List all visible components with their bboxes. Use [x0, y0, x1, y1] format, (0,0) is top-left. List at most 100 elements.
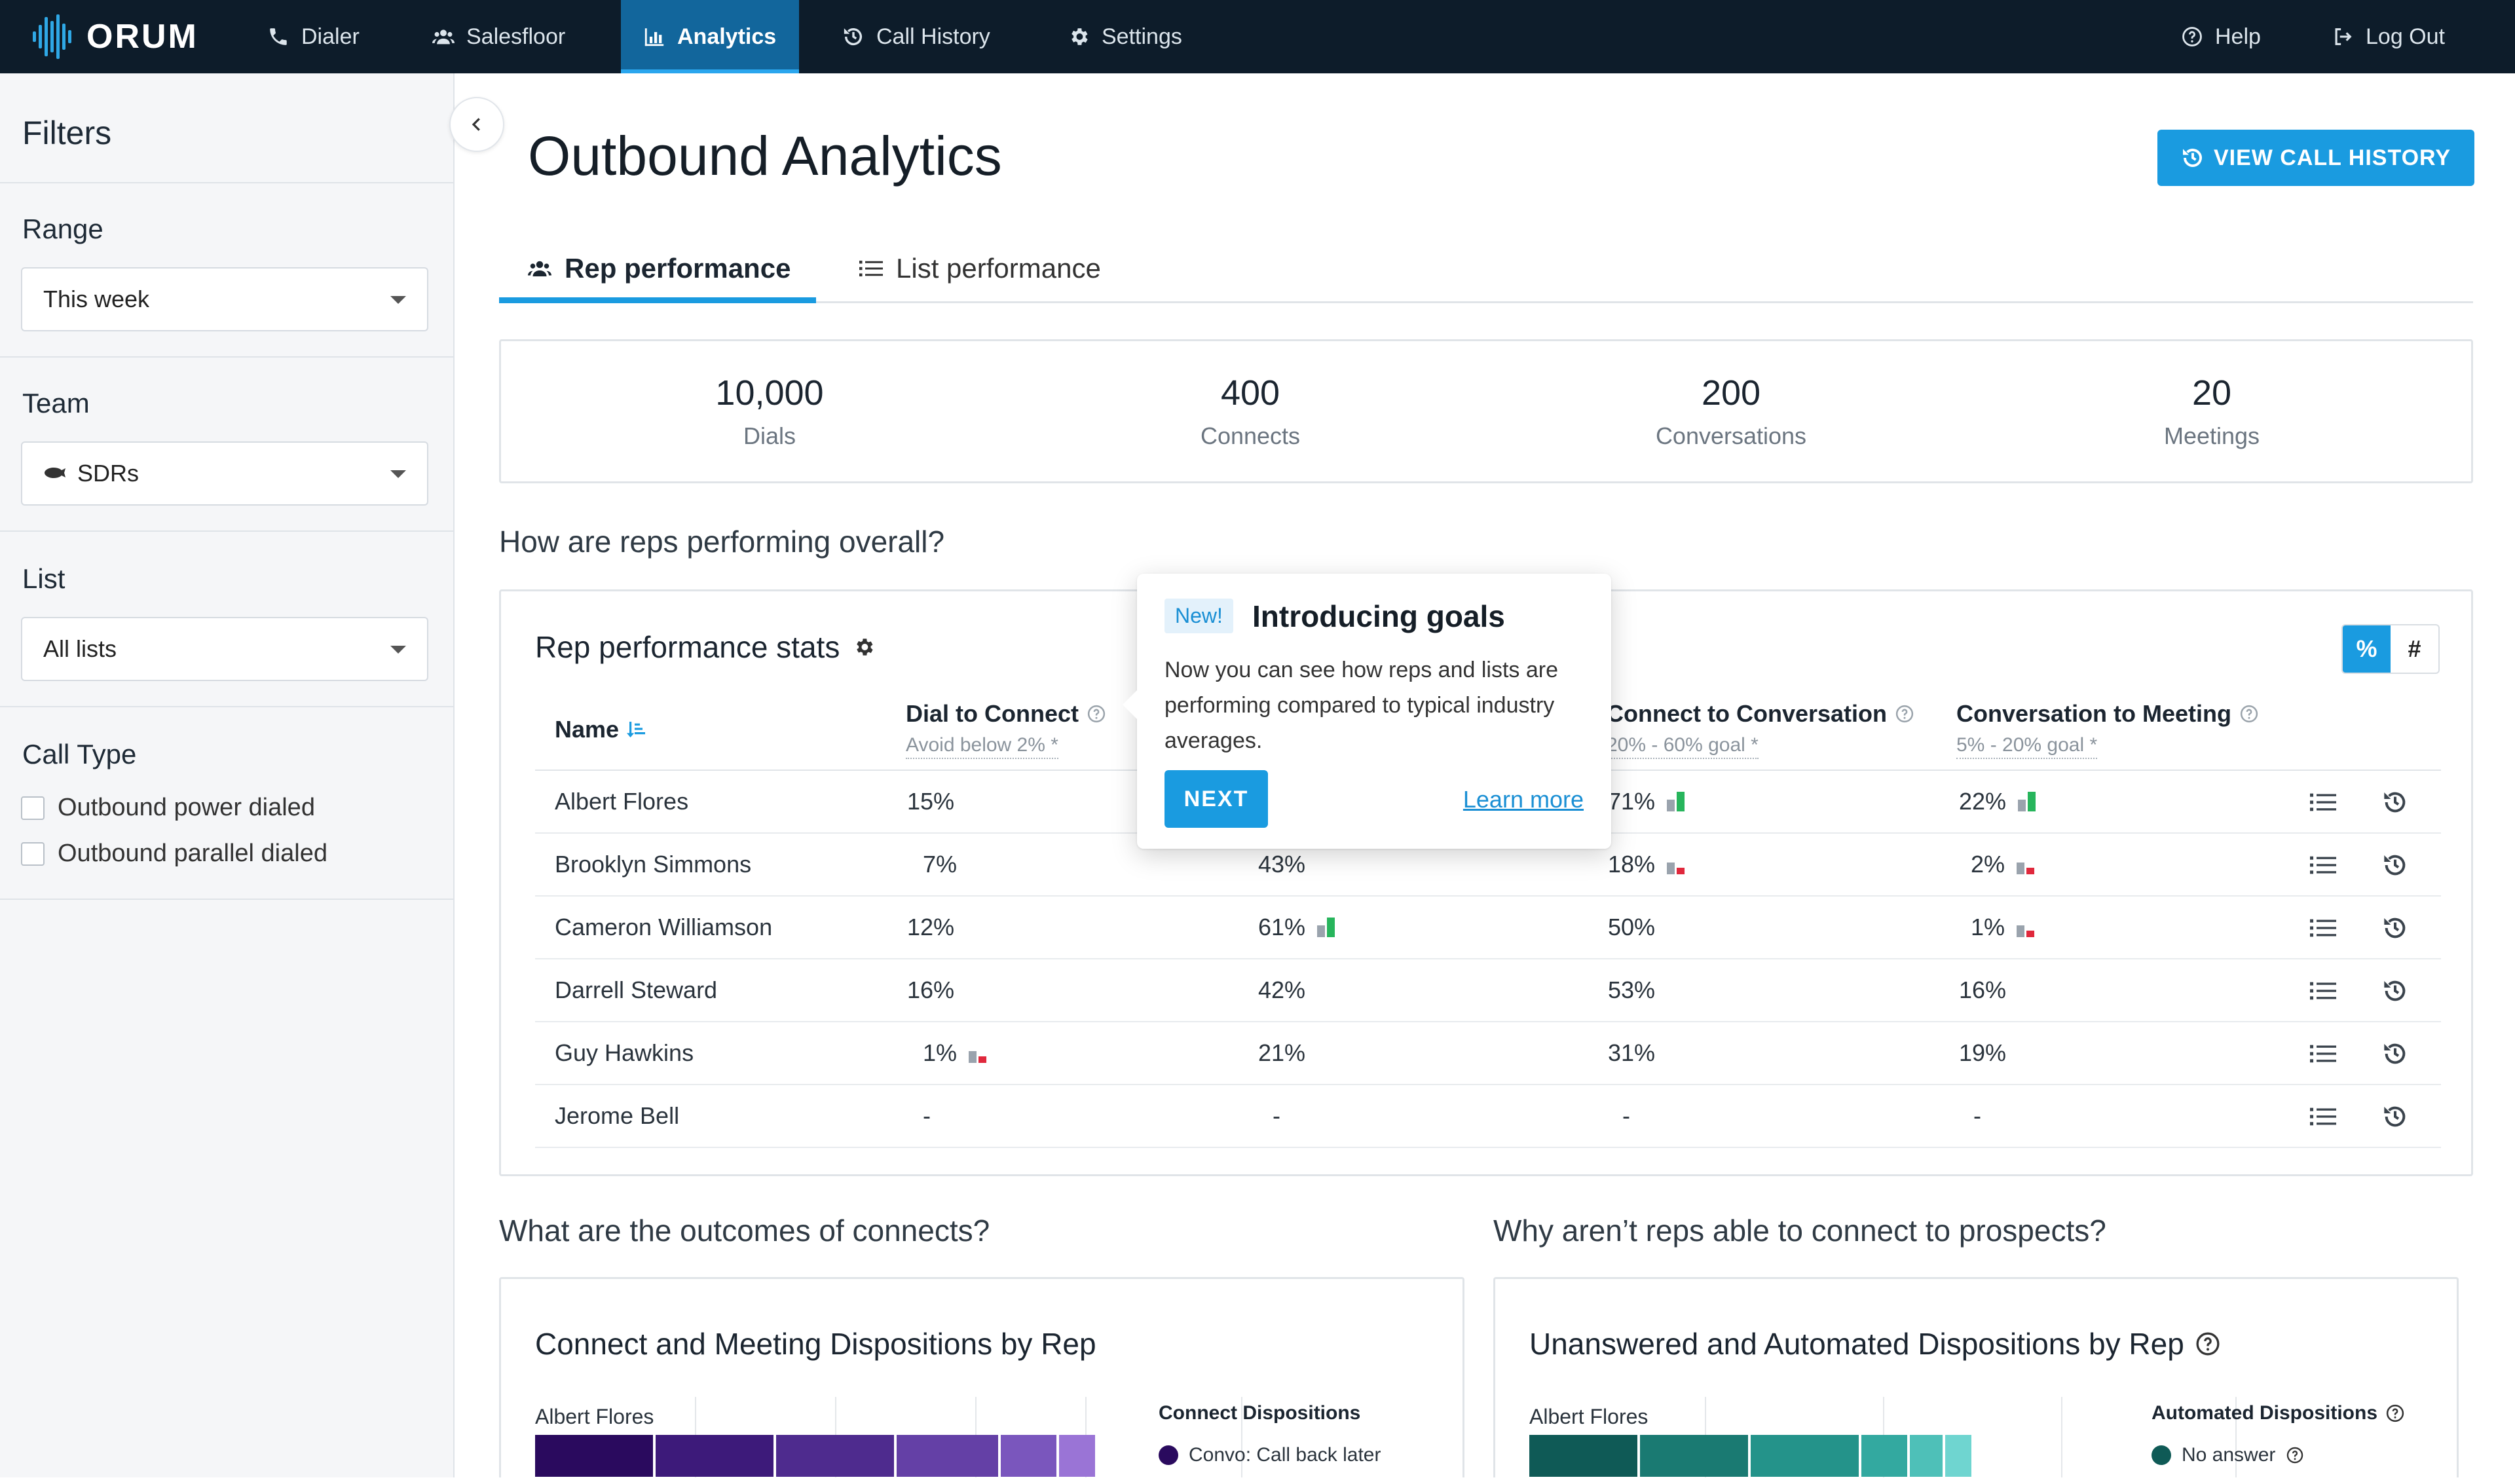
unanswered-stacked-bar[interactable] [1529, 1435, 1971, 1477]
call-type-option[interactable]: Outbound power dialed [21, 794, 315, 822]
legend-item-label: No answer [2182, 1444, 2276, 1466]
introducing-goals-popover: New! Introducing goals Now you can see h… [1123, 574, 1611, 849]
nav-analytics[interactable]: Analytics [621, 0, 799, 73]
dial-to-conversation-value: 61% [1258, 914, 1335, 941]
range-select[interactable]: This week [21, 267, 428, 331]
history-icon[interactable] [2382, 789, 2408, 815]
below-goal-indicator [1667, 855, 1685, 874]
bar-segment[interactable] [776, 1435, 894, 1477]
users-icon [432, 29, 455, 45]
history-icon[interactable] [2382, 1104, 2408, 1130]
nav-logout[interactable]: Log Out [2332, 0, 2445, 73]
unanswered-dispositions-card: Unanswered and Automated Dispositions by… [1493, 1277, 2459, 1484]
connect-to-conversation-value: 50% [1608, 914, 1656, 940]
bar-segment[interactable] [535, 1435, 653, 1477]
nav-help-label: Help [2215, 24, 2261, 49]
history-icon [844, 28, 863, 45]
help-icon[interactable] [2195, 1331, 2221, 1357]
history-icon[interactable] [2382, 1041, 2408, 1067]
bar-segment[interactable] [1910, 1435, 1943, 1477]
column-header-connect-to-conversation[interactable]: Connect to Conversation [1607, 700, 1914, 728]
chevron-down-icon [390, 470, 406, 478]
nav-help[interactable]: Help [2181, 0, 2261, 73]
nav-settings-label: Settings [1102, 24, 1182, 49]
column-header-name[interactable]: Name [555, 716, 648, 743]
value: 1% [923, 1039, 958, 1066]
toggle-count[interactable]: # [2408, 635, 2421, 662]
checkbox[interactable] [21, 796, 45, 820]
list-icon[interactable] [2310, 852, 2336, 878]
column-header-dial-to-connect[interactable]: Dial to Connect [906, 700, 1106, 728]
checkbox[interactable] [21, 842, 45, 866]
list-icon[interactable] [2310, 1104, 2336, 1130]
bar-segment[interactable] [897, 1435, 998, 1477]
automated-legend-title: Automated Dispositions [2152, 1402, 2405, 1424]
bar-segment[interactable] [1861, 1435, 1907, 1477]
list-icon[interactable] [2310, 1041, 2336, 1067]
learn-more-link[interactable]: Learn more [1462, 786, 1584, 813]
metric-value: 200 [1701, 373, 1761, 413]
help-icon[interactable] [2239, 704, 2259, 724]
help-icon[interactable] [2385, 1403, 2405, 1423]
list-select[interactable]: All lists [21, 617, 428, 681]
tab-list-performance-label: List performance [896, 253, 1101, 284]
bar-segment[interactable] [1640, 1435, 1748, 1477]
gridline [2235, 1397, 2237, 1484]
logout-icon [2335, 28, 2352, 45]
sort-icon[interactable] [627, 719, 648, 740]
bar-segment[interactable] [1945, 1435, 1971, 1477]
brand[interactable]: ORUM [31, 0, 198, 73]
collapse-sidebar-button[interactable] [449, 97, 504, 152]
toggle-percent[interactable]: % [2343, 625, 2391, 673]
help-icon[interactable] [1087, 704, 1106, 724]
above-goal-indicator [1317, 918, 1335, 937]
value: 2% [1971, 851, 2005, 878]
connect-to-conversation-value: 31% [1608, 1039, 1656, 1066]
legend-item[interactable]: Convo: Call back later [1159, 1444, 1381, 1466]
nav-call-history[interactable]: Call History [842, 0, 990, 73]
rep-performance-stats-card: Rep performance stats % # Name Dial to C… [499, 589, 2473, 1176]
viewport-edge [0, 1477, 2515, 1484]
above-goal-indicator [1667, 792, 1685, 811]
gear-icon[interactable] [853, 636, 875, 658]
team-label: Team [22, 388, 90, 418]
nav-logout-label: Log Out [2366, 24, 2445, 49]
rep-name[interactable]: Albert Flores [555, 788, 689, 815]
legend-item[interactable]: No answer [2152, 1444, 2304, 1466]
bar-segment[interactable] [1059, 1435, 1095, 1477]
bar-segment[interactable] [656, 1435, 773, 1477]
rep-name[interactable]: Darrell Steward [555, 976, 718, 1003]
help-icon[interactable] [2286, 1446, 2304, 1464]
list-icon[interactable] [2310, 789, 2336, 815]
stats-title-label: Rep performance stats [535, 630, 840, 664]
rep-name[interactable]: Jerome Bell [555, 1102, 680, 1129]
column-header-conversation-to-meeting[interactable]: Conversation to Meeting [1956, 700, 2259, 728]
rep-bar-label: Albert Flores [535, 1405, 654, 1428]
history-icon[interactable] [2382, 852, 2408, 878]
help-icon[interactable] [1895, 704, 1914, 724]
tab-rep-performance[interactable]: Rep performance [528, 236, 791, 301]
nav-dialer[interactable]: Dialer [267, 0, 360, 73]
nav-salesfloor[interactable]: Salesfloor [432, 0, 565, 73]
call-type-option[interactable]: Outbound parallel dialed [21, 840, 327, 868]
bar-segment[interactable] [1751, 1435, 1859, 1477]
history-icon[interactable] [2382, 978, 2408, 1004]
metric-conversations: 200 Conversations [1567, 373, 1895, 450]
bar-segment[interactable] [1001, 1435, 1056, 1477]
rep-name[interactable]: Cameron Williamson [555, 914, 773, 940]
rep-name[interactable]: Brooklyn Simmons [555, 851, 752, 878]
nav-settings[interactable]: Settings [1068, 0, 1182, 73]
connect-stacked-bar[interactable] [535, 1435, 1095, 1477]
view-call-history-button[interactable]: VIEW CALL HISTORY [2157, 130, 2474, 186]
bar-segment[interactable] [1529, 1435, 1637, 1477]
list-icon[interactable] [2310, 915, 2336, 941]
next-button[interactable]: NEXT [1164, 770, 1268, 828]
new-badge: New! [1164, 599, 1233, 633]
column-header-dial-to-connect-label: Dial to Connect [906, 700, 1079, 727]
list-icon[interactable] [2310, 978, 2336, 1004]
percent-count-toggle[interactable]: % # [2341, 624, 2440, 674]
rep-name[interactable]: Guy Hawkins [555, 1039, 694, 1066]
team-select[interactable]: SDRs [21, 441, 428, 506]
tab-list-performance[interactable]: List performance [859, 236, 1101, 301]
history-icon[interactable] [2382, 915, 2408, 941]
